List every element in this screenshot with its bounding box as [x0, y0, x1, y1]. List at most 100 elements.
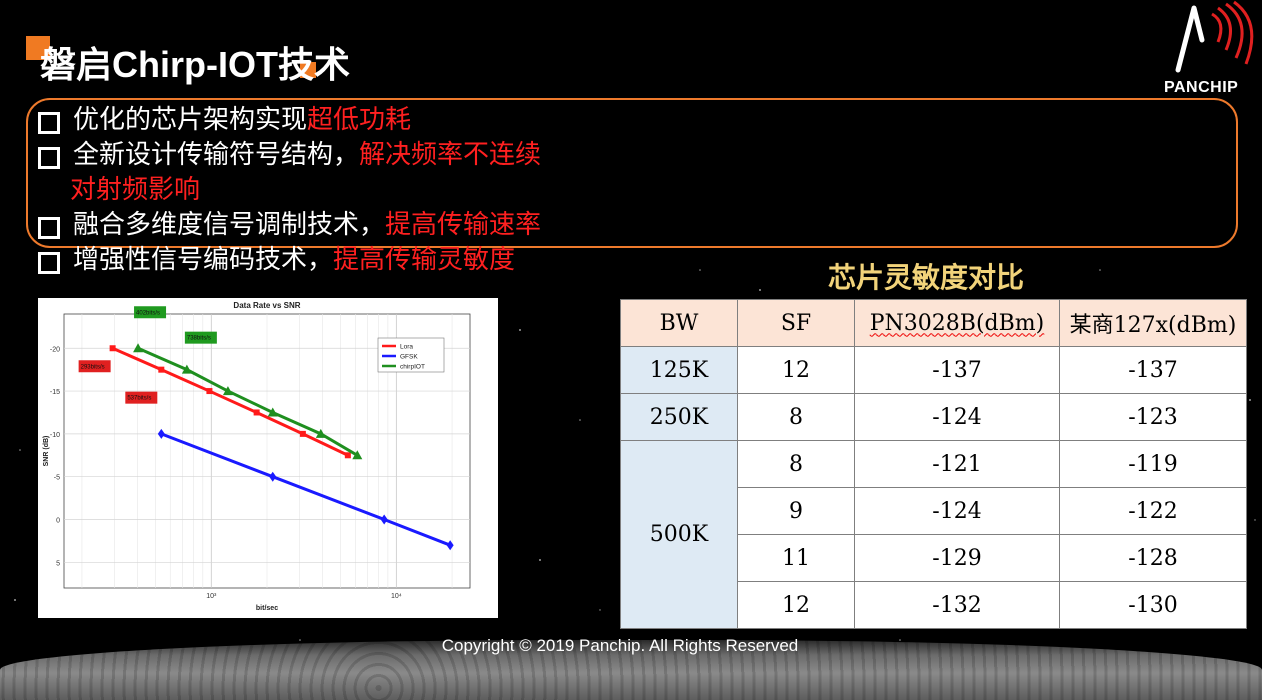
title-accent-square — [300, 62, 316, 78]
data-point-chirpiot — [222, 386, 233, 396]
other-cell: -122 — [1059, 487, 1247, 535]
data-point-chirpiot — [352, 450, 363, 460]
checkbox-icon — [38, 252, 60, 274]
y-tick-label: -15 — [50, 389, 60, 396]
bullet-text: 增强性信号编码技术， — [73, 245, 334, 275]
series-line-chirpiot — [137, 346, 359, 457]
series-line-gfsk — [160, 432, 451, 547]
y-tick-label: 5 — [56, 560, 60, 567]
annotation-callout — [184, 331, 217, 344]
table-caption: 芯片灵敏度对比 — [828, 261, 1025, 294]
bullet-item: 融合多维度信号调制技术， 提高传输速率 — [38, 208, 541, 243]
bullet-highlight: 提高传输速率 — [385, 210, 542, 240]
table-row: 12 -132 -130 — [621, 581, 1247, 629]
legend-label: GFSK — [400, 354, 418, 361]
panchip-logo-icon — [1175, 0, 1254, 73]
table-row: 9 -124 -122 — [621, 487, 1247, 535]
y-axis-label: SNR (dB) — [43, 436, 50, 467]
bw-cell: 125K — [620, 346, 738, 394]
data-point-gfsk — [269, 471, 277, 482]
data-point-lora — [344, 452, 351, 459]
data-point-lora — [109, 345, 116, 352]
data-point-chirpiot — [133, 343, 144, 353]
bullet-highlight-continuation: 对射频影响 — [70, 175, 201, 205]
table-row: 500K 8 -121 -119 — [620, 440, 1247, 629]
bullet-highlight: 提高传输灵敏度 — [333, 245, 516, 275]
logo-wordmark: PANCHIP — [1164, 79, 1239, 96]
sf-cell: 8 — [737, 393, 855, 441]
data-point-lora — [253, 409, 260, 416]
y-tick-label: -5 — [54, 475, 60, 482]
data-point-chirpiot — [181, 364, 192, 374]
other-cell: -128 — [1059, 534, 1247, 582]
annotation-label: 293bits/s — [81, 364, 105, 370]
bullet-text: 融合多维度信号调制技术， — [73, 210, 386, 240]
bullet-highlight: 解决频率不连续 — [359, 140, 542, 170]
highlight-frame — [26, 98, 1238, 248]
x-tick-label: 10⁴ — [391, 593, 402, 600]
sf-cell: 12 — [737, 581, 855, 629]
other-cell: -123 — [1059, 393, 1247, 441]
pn-cell: -129 — [854, 534, 1060, 582]
bullet-item: 优化的芯片架构实现 超低功耗 — [38, 103, 541, 138]
pn-cell: -121 — [854, 440, 1060, 488]
data-point-lora — [206, 388, 213, 395]
sf-cell: 9 — [737, 487, 855, 535]
header-pn3028b: PN3028B(dBm) — [854, 299, 1060, 347]
other-cell: -137 — [1059, 346, 1247, 394]
checkbox-icon — [38, 112, 60, 134]
legend-label: Lora — [400, 344, 413, 351]
data-point-lora — [158, 366, 165, 373]
data-point-gfsk — [380, 514, 388, 525]
sf-cell: 8 — [737, 440, 855, 488]
data-point-gfsk — [157, 428, 165, 439]
other-cell: -119 — [1059, 440, 1247, 488]
copyright-footer: Copyright © 2019 Panchip. All Rights Res… — [441, 636, 799, 655]
data-point-chirpiot — [267, 407, 278, 417]
annotation-label: 537bits/s — [127, 396, 151, 402]
annotation-callout — [134, 306, 167, 319]
bullet-text: 优化的芯片架构实现 — [73, 105, 308, 135]
series-line-lora — [112, 346, 349, 457]
checkbox-icon — [38, 147, 60, 169]
x-tick-label: 10³ — [206, 593, 217, 600]
annotation-label: 738bits/s — [187, 336, 211, 342]
data-point-chirpiot — [315, 428, 326, 438]
header-sf: SF — [737, 299, 855, 347]
data-point-gfsk — [446, 540, 454, 551]
bullet-text: 全新设计传输符号结构， — [73, 140, 360, 170]
header-bw: BW — [620, 299, 738, 347]
bw-cell: 250K — [620, 393, 738, 441]
annotation-callout — [78, 360, 111, 373]
sf-cell: 11 — [737, 534, 855, 582]
bullet-item: 增强性信号编码技术， 提高传输灵敏度 — [38, 243, 541, 278]
pn-cell: -137 — [854, 346, 1060, 394]
legend-label: chirpIOT — [400, 364, 425, 371]
sensitivity-table: BW SF PN3028B(dBm) 某商127x(dBm) 125K 12 -… — [620, 299, 1247, 629]
pn-cell: -132 — [854, 581, 1060, 629]
annotation-callout — [125, 391, 158, 404]
y-tick-label: -20 — [50, 346, 60, 353]
pn-cell: -124 — [854, 487, 1060, 535]
bullet-continuation: 对射频影响 — [38, 173, 541, 208]
header-pn3028b-text: PN3028B(dBm) — [869, 310, 1045, 336]
checkbox-icon — [38, 217, 60, 239]
x-axis-label: bit/sec — [256, 605, 278, 612]
table-row: 250K 8 -124 -123 — [620, 393, 1247, 441]
bw-cell: 500K — [620, 440, 738, 629]
slide-title: 磐启Chirp-IOT技术 — [40, 44, 350, 85]
y-tick-label: 0 — [56, 518, 60, 525]
chart-title: Data Rate vs SNR — [233, 301, 300, 310]
title-accent-square — [26, 36, 50, 60]
chart-panel: -20 -15 -10 -5 0 5 10³ 10⁴ Data Rate vs SNR bit/s… — [38, 298, 498, 618]
bullet-list: 优化的芯片架构实现 超低功耗 全新设计传输符号结构， 解决频率不连续 对射频影响 融… — [38, 103, 541, 278]
table-row: 11 -129 -128 — [621, 534, 1247, 582]
y-tick-label: -10 — [50, 432, 60, 439]
bullet-item: 全新设计传输符号结构， 解决频率不连续 — [38, 138, 541, 173]
other-cell: -130 — [1059, 581, 1247, 629]
table-row: 125K 12 -137 -137 — [620, 346, 1247, 394]
data-rate-vs-snr-chart: -20 -15 -10 -5 0 5 10³ 10⁴ Data Rate vs SNR bit/s… — [43, 301, 471, 612]
pn-cell: -124 — [854, 393, 1060, 441]
sf-cell: 12 — [737, 346, 855, 394]
bullet-highlight: 超低功耗 — [307, 105, 412, 135]
